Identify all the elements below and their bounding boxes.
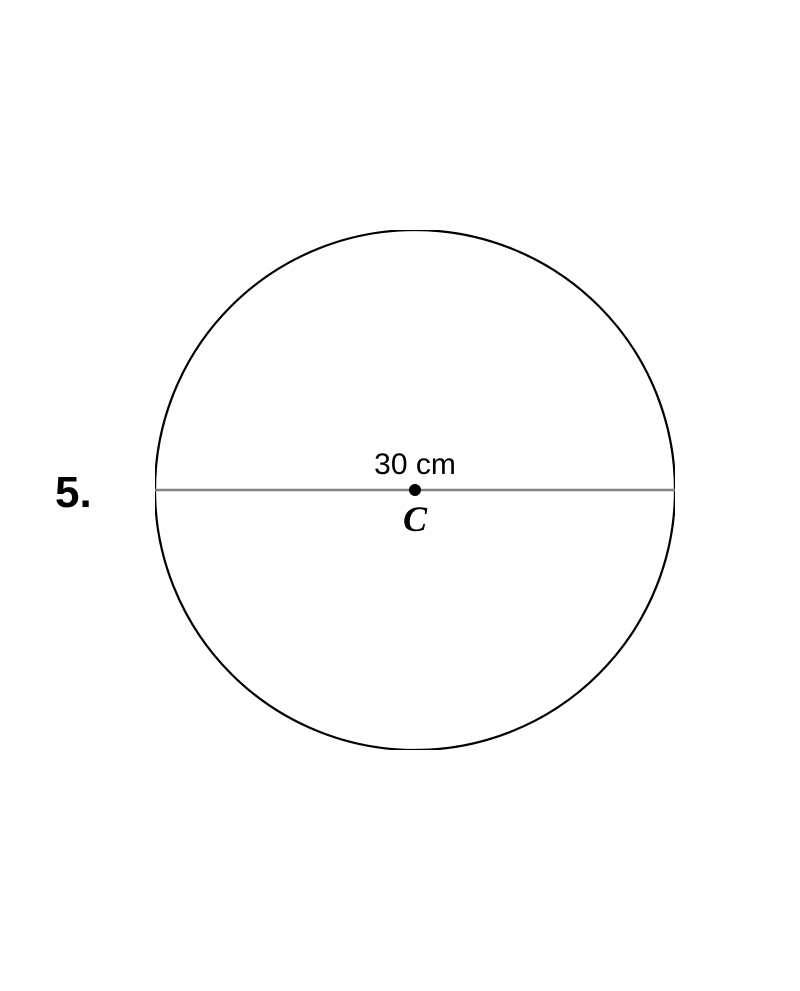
- figure-container: 5. 30 cm C: [0, 0, 800, 991]
- circle-svg: [155, 230, 675, 750]
- diameter-measurement: 30 cm: [355, 448, 475, 482]
- center-point-label: C: [395, 498, 435, 540]
- center-dot: [409, 484, 421, 496]
- circle-diagram: [155, 230, 675, 755]
- problem-number: 5.: [55, 468, 92, 518]
